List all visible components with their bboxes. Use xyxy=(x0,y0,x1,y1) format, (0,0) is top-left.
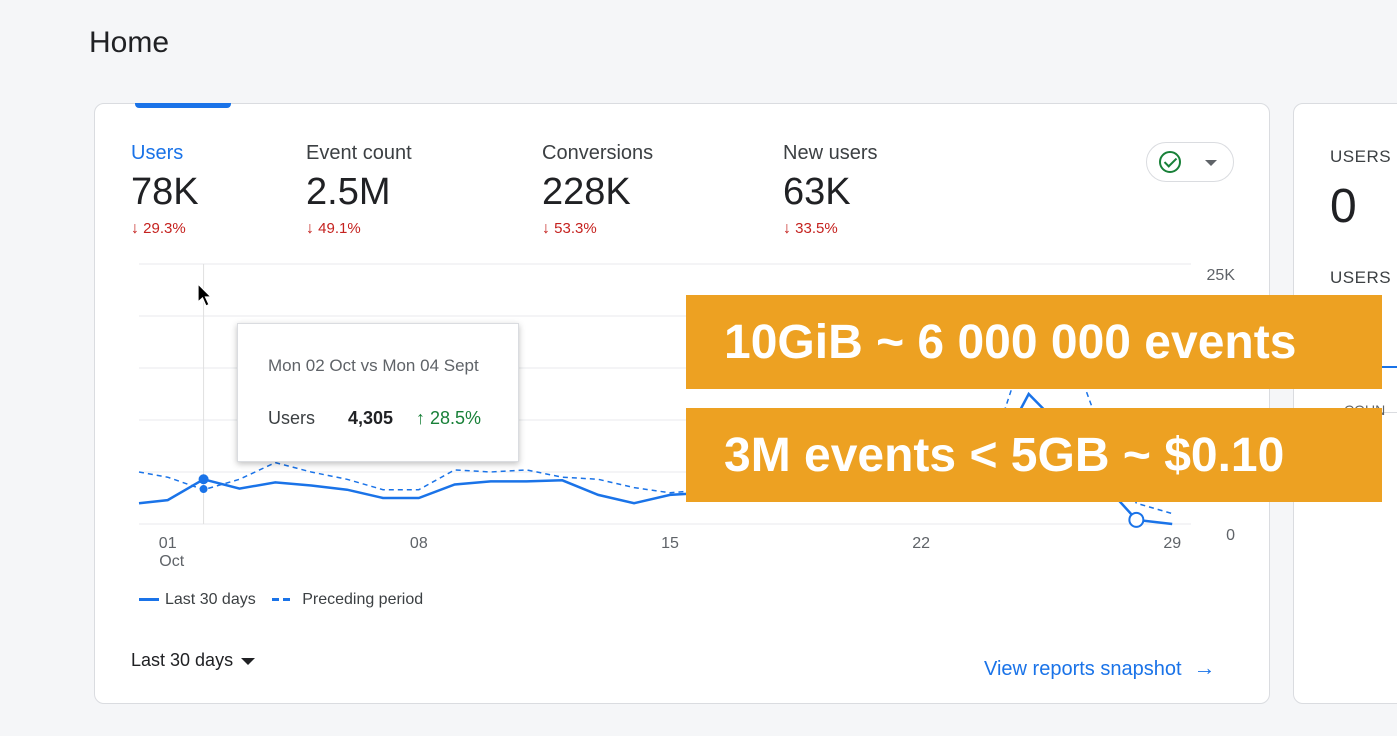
chart-tooltip: Mon 02 Oct vs Mon 04 Sept Users 4,305 ↑ … xyxy=(237,323,519,462)
x-tick-label: 15 xyxy=(661,535,679,552)
highlight-point-preceding xyxy=(199,485,208,494)
caret-down-icon xyxy=(1205,160,1217,166)
metric-event-count[interactable]: Event count 2.5M ↓ 49.1% xyxy=(306,142,412,238)
realtime-label: USERS I xyxy=(1330,147,1397,166)
comparison-toggle[interactable] xyxy=(1146,142,1234,182)
metric-change-value: 33.5% xyxy=(795,220,838,237)
view-link-label: View reports snapshot xyxy=(984,658,1182,680)
date-range-selector[interactable]: Last 30 days xyxy=(131,650,256,671)
realtime-label-2: USERS I xyxy=(1330,268,1397,287)
realtime-card: USERS I 0 USERS I COUN xyxy=(1293,103,1397,704)
arrow-right-icon: → xyxy=(1193,655,1216,680)
x-tick-label: 01 xyxy=(159,535,177,552)
metric-value: 2.5M xyxy=(306,171,391,213)
y-tick-label: 25K xyxy=(1207,267,1236,284)
x-tick-sublabel: Oct xyxy=(159,553,184,570)
metric-change: ↓ 29.3% xyxy=(131,220,199,238)
metric-label: Conversions xyxy=(542,142,654,164)
metric-change-value: 53.3% xyxy=(554,220,597,237)
metric-value: 63K xyxy=(783,171,851,213)
metric-value: 228K xyxy=(542,171,631,213)
mouse-cursor-icon xyxy=(197,283,213,307)
metric-change: ↓ 33.5% xyxy=(783,220,877,238)
realtime-value: 0 xyxy=(1330,180,1357,233)
tooltip-title: Mon 02 Oct vs Mon 04 Sept xyxy=(268,356,479,375)
end-point-marker xyxy=(1128,511,1145,528)
tab-indicator xyxy=(135,103,231,108)
metric-value: 78K xyxy=(131,171,199,213)
tooltip-value: 4,305 xyxy=(348,408,394,428)
x-tick-label: 22 xyxy=(912,535,930,552)
tooltip-change-value: 28.5% xyxy=(430,408,482,428)
metric-change-value: 29.3% xyxy=(143,220,186,237)
overview-card: Users 78K ↓ 29.3% Event count 2.5M ↓ 49.… xyxy=(94,103,1270,704)
arrow-down-icon: ↓ xyxy=(306,220,314,237)
page-title: Home xyxy=(89,26,170,59)
metric-label: New users xyxy=(783,142,878,164)
legend-current: Last 30 days xyxy=(165,591,256,608)
metric-conversions[interactable]: Conversions 228K ↓ 53.3% xyxy=(542,142,653,238)
caret-down-icon xyxy=(241,657,256,665)
highlight-point-current xyxy=(198,474,209,485)
y-tick-label: 0 xyxy=(1226,527,1235,544)
arrow-down-icon: ↓ xyxy=(783,220,791,237)
metric-label: Event count xyxy=(306,142,412,164)
overlay-banner-cost: 3M events < 5GB ~ $0.10 xyxy=(686,408,1382,502)
metric-change: ↓ 53.3% xyxy=(542,220,653,238)
metric-new-users[interactable]: New users 63K ↓ 33.5% xyxy=(783,142,877,238)
arrow-down-icon: ↓ xyxy=(542,220,550,237)
x-tick-label: 29 xyxy=(1163,535,1181,552)
tooltip-change: ↑ 28.5% xyxy=(416,408,481,429)
tooltip-metric: Users xyxy=(268,408,316,428)
legend-previous: Preceding period xyxy=(302,591,424,608)
metric-label: Users xyxy=(131,142,184,164)
metric-change-value: 49.1% xyxy=(318,220,361,237)
chart-legend: Last 30 days Preceding period xyxy=(139,591,423,609)
legend-swatch-dashed xyxy=(272,598,295,602)
arrow-up-icon: ↑ xyxy=(416,408,425,428)
metric-users[interactable]: Users 78K ↓ 29.3% xyxy=(131,142,199,238)
x-tick-label: 08 xyxy=(410,535,428,552)
view-reports-snapshot-link[interactable]: View reports snapshot → xyxy=(984,655,1216,681)
arrow-down-icon: ↓ xyxy=(131,220,139,237)
check-circle-icon xyxy=(1159,151,1181,173)
date-range-label: Last 30 days xyxy=(131,650,234,670)
overlay-banner-storage: 10GiB ~ 6 000 000 events xyxy=(686,295,1382,389)
metric-change: ↓ 49.1% xyxy=(306,220,412,238)
legend-swatch-solid xyxy=(139,598,159,602)
